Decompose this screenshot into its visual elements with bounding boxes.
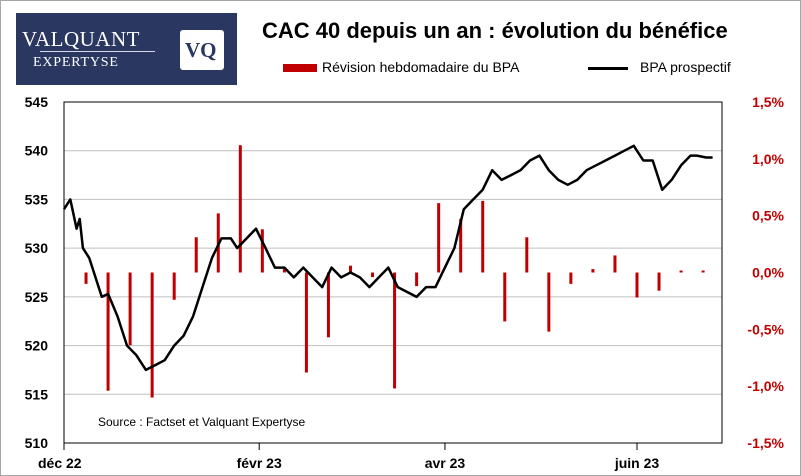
y-left-tick-label: 545 bbox=[25, 94, 49, 110]
logo-divider bbox=[40, 51, 155, 52]
y-right-tick-label: 0,0% bbox=[752, 265, 784, 281]
x-tick-label: déc 22 bbox=[38, 455, 82, 471]
x-tick-label: févr 23 bbox=[237, 455, 282, 471]
revision-bar bbox=[503, 272, 507, 322]
revision-bar bbox=[304, 272, 308, 373]
revision-bar bbox=[348, 265, 352, 273]
axes bbox=[63, 101, 723, 450]
legend-bar-label: Révision hebdomadaire du BPA bbox=[322, 59, 520, 75]
gridlines bbox=[64, 101, 722, 444]
revision-bar bbox=[238, 145, 242, 273]
y-right-tick-label: 1,5% bbox=[752, 94, 784, 110]
logo-line-2: EXPERTYSE bbox=[33, 55, 119, 70]
revision-bar bbox=[547, 272, 551, 332]
revision-bar bbox=[128, 272, 132, 346]
revision-bar bbox=[657, 272, 661, 291]
logo-monogram: VQ bbox=[180, 30, 224, 70]
y-right-tick-label: 0,5% bbox=[752, 208, 784, 224]
y-right-tick-label: -1,0% bbox=[747, 378, 784, 394]
revision-bar bbox=[326, 272, 330, 338]
revision-bar bbox=[635, 272, 639, 298]
revision-bar bbox=[613, 255, 617, 273]
revision-bar bbox=[679, 270, 683, 273]
revision-bar bbox=[106, 272, 110, 391]
y-left-tick-label: 510 bbox=[25, 435, 49, 451]
y-right-tick-label: -0,5% bbox=[747, 321, 784, 337]
revision-bar bbox=[701, 270, 705, 273]
valquant-logo: VALQUANT EXPERTYSE VQ bbox=[16, 13, 237, 85]
revision-bar bbox=[569, 272, 573, 284]
revision-bar bbox=[282, 269, 286, 273]
x-tick-label: avr 23 bbox=[425, 455, 466, 471]
y-right-tick-label: -1,5% bbox=[747, 435, 784, 451]
revision-bar bbox=[260, 229, 264, 273]
logo-monogram-text: VQ bbox=[185, 38, 217, 62]
y-right-tick-label: 1,0% bbox=[752, 151, 784, 167]
y-left-tick-label: 535 bbox=[25, 191, 49, 207]
bpa-line-group bbox=[62, 144, 713, 372]
revision-bar bbox=[194, 237, 198, 273]
revision-bar bbox=[481, 200, 485, 273]
revision-bar bbox=[84, 272, 88, 284]
y-left-tick-label: 515 bbox=[25, 386, 49, 402]
revision-bar bbox=[591, 269, 595, 273]
plot-border bbox=[63, 101, 723, 444]
x-tick-label: juin 23 bbox=[614, 455, 660, 471]
legend-bar-swatch bbox=[283, 64, 317, 72]
revision-bar bbox=[415, 272, 419, 287]
revision-bar bbox=[459, 219, 463, 273]
revision-bar bbox=[437, 203, 441, 273]
source-note: Source : Factset et Valquant Expertyse bbox=[98, 415, 306, 429]
revision-bars bbox=[84, 145, 705, 398]
bpa-line bbox=[62, 144, 713, 372]
y-left-tick-label: 525 bbox=[25, 289, 49, 305]
logo-line-1: VALQUANT bbox=[22, 27, 140, 51]
revision-bar bbox=[172, 272, 176, 300]
y-left-tick-label: 540 bbox=[25, 143, 49, 159]
y-left-tick-label: 530 bbox=[25, 240, 49, 256]
revision-bar bbox=[393, 272, 397, 389]
chart-title: CAC 40 depuis un an : évolution du bénéf… bbox=[262, 18, 728, 43]
revision-bar bbox=[150, 272, 154, 398]
tick-labels: 510 515 520 525 530 535 540 545 -1,5% -1,0% -0,5% 0… bbox=[25, 94, 785, 471]
legend-line-label: BPA prospectif bbox=[640, 59, 731, 75]
revision-bar bbox=[525, 237, 529, 273]
y-left-tick-label: 520 bbox=[25, 338, 49, 354]
legend-line-swatch bbox=[588, 67, 628, 70]
revision-bar bbox=[371, 272, 375, 278]
